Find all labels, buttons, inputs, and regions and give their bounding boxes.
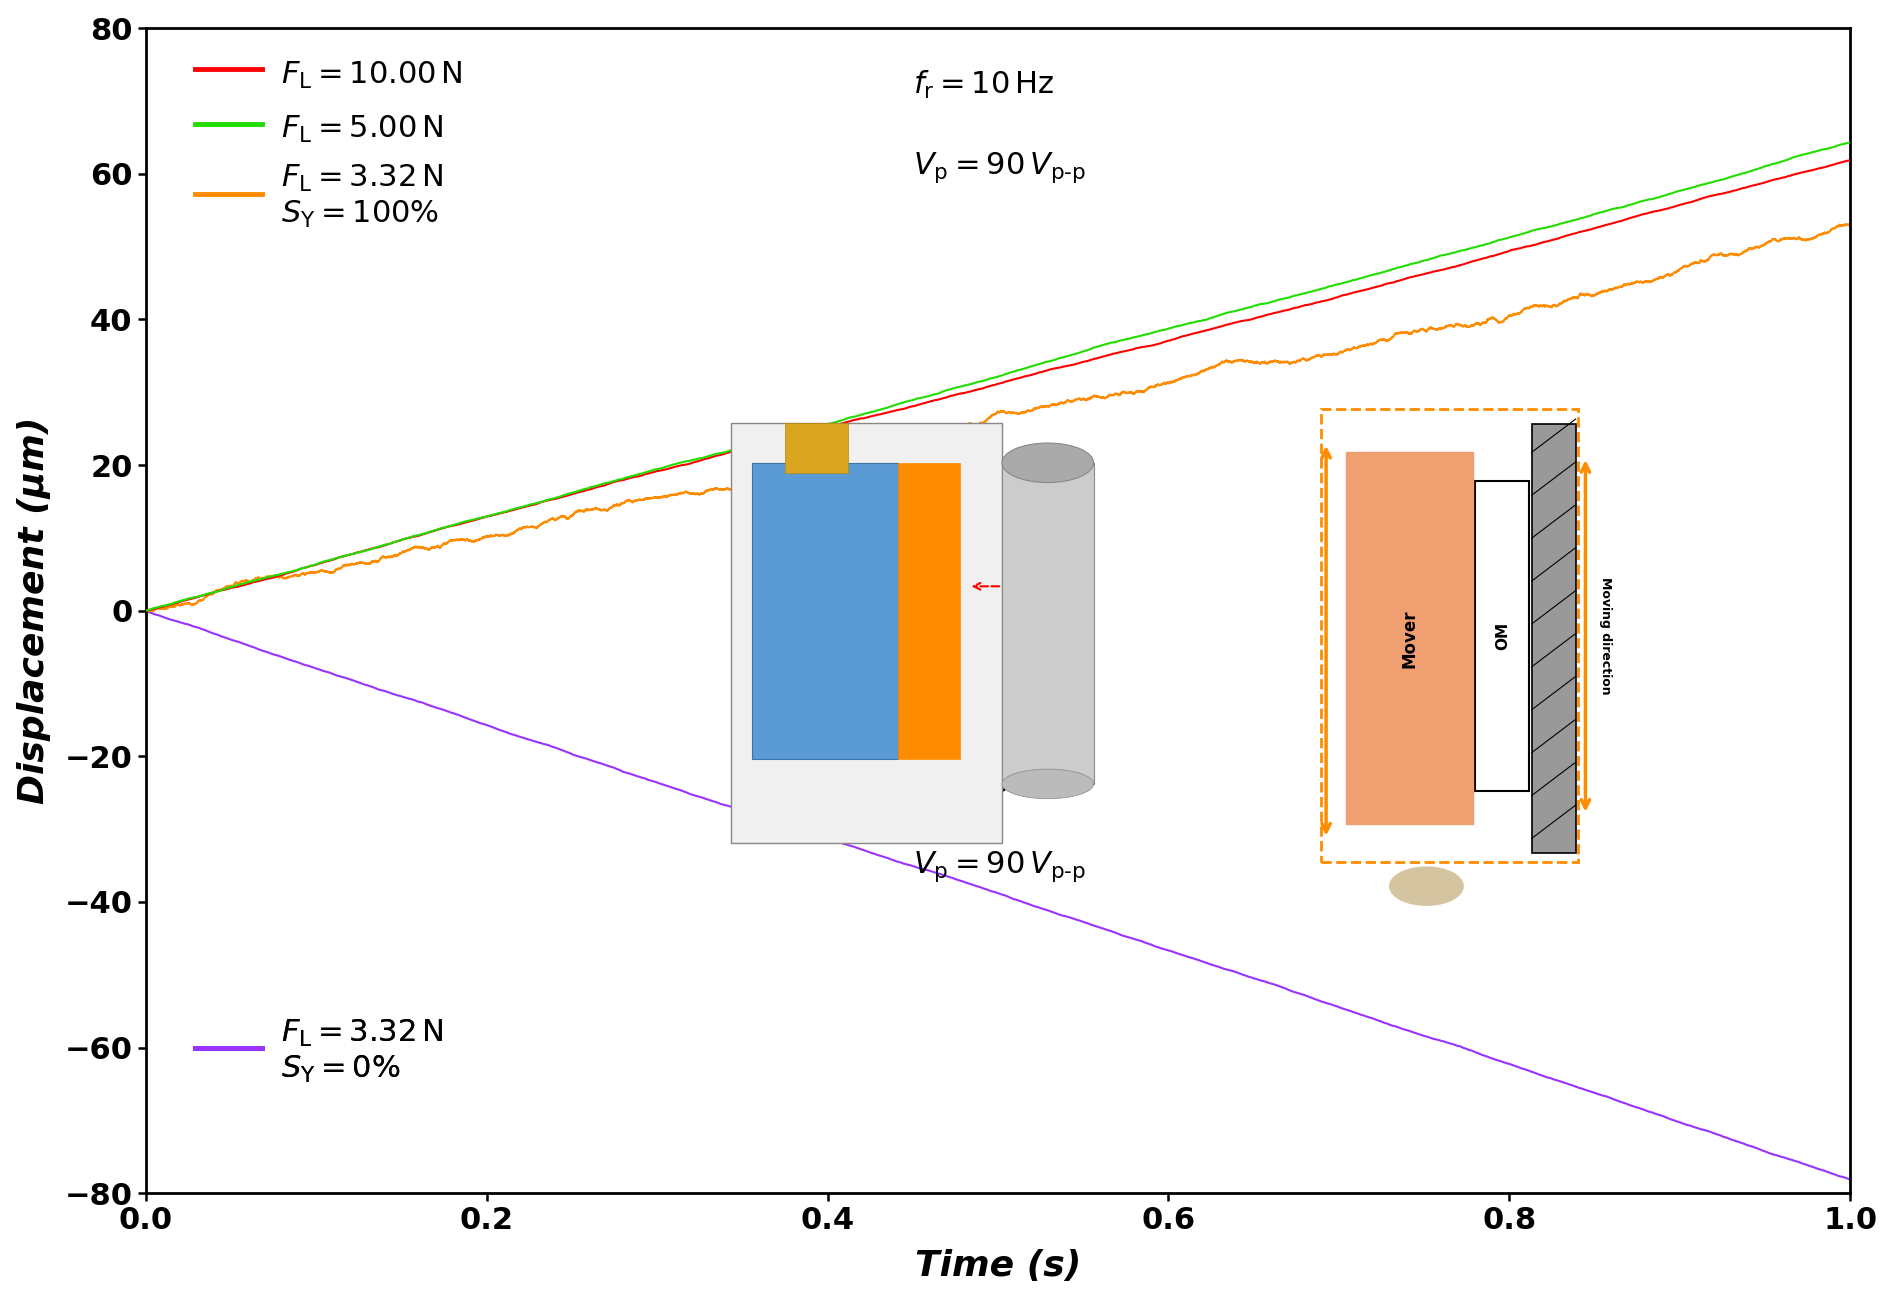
Bar (1475, 481, 1528, 790)
Bar (786, 424, 849, 473)
Ellipse shape (1002, 770, 1093, 798)
Text: $V_{\rm p} = 90\,V_{\rm p\text{-}p}$: $V_{\rm p} = 90\,V_{\rm p\text{-}p}$ (913, 850, 1085, 884)
Bar (1345, 452, 1474, 824)
Text: Mover: Mover (1400, 608, 1419, 668)
Text: OM: OM (1494, 621, 1510, 650)
Ellipse shape (1002, 443, 1093, 482)
Text: Moving direction: Moving direction (1599, 577, 1612, 694)
Legend: $F_{\rm L} = 3.32\,\rm N$
$S_{\rm Y} = 0\%$: $F_{\rm L} = 3.32\,\rm N$ $S_{\rm Y} = 0… (186, 1009, 453, 1093)
Y-axis label: Displacement (μm): Displacement (μm) (17, 417, 51, 805)
Bar (752, 463, 898, 759)
X-axis label: Time (s): Time (s) (915, 1249, 1081, 1283)
Ellipse shape (1390, 867, 1462, 905)
Bar (1322, 410, 1578, 862)
Bar (1532, 424, 1576, 853)
Text: $f_{\rm r} = 10\,\rm Hz$: $f_{\rm r} = 10\,\rm Hz$ (913, 69, 1053, 101)
Bar (731, 424, 1002, 844)
Bar (898, 463, 960, 759)
Bar (1002, 463, 1093, 784)
Text: $V_{\rm p} = 90\,V_{\rm p\text{-}p}$: $V_{\rm p} = 90\,V_{\rm p\text{-}p}$ (913, 151, 1085, 186)
Text: $f_{\rm r} = 10\,\rm Hz$: $f_{\rm r} = 10\,\rm Hz$ (913, 768, 1053, 800)
